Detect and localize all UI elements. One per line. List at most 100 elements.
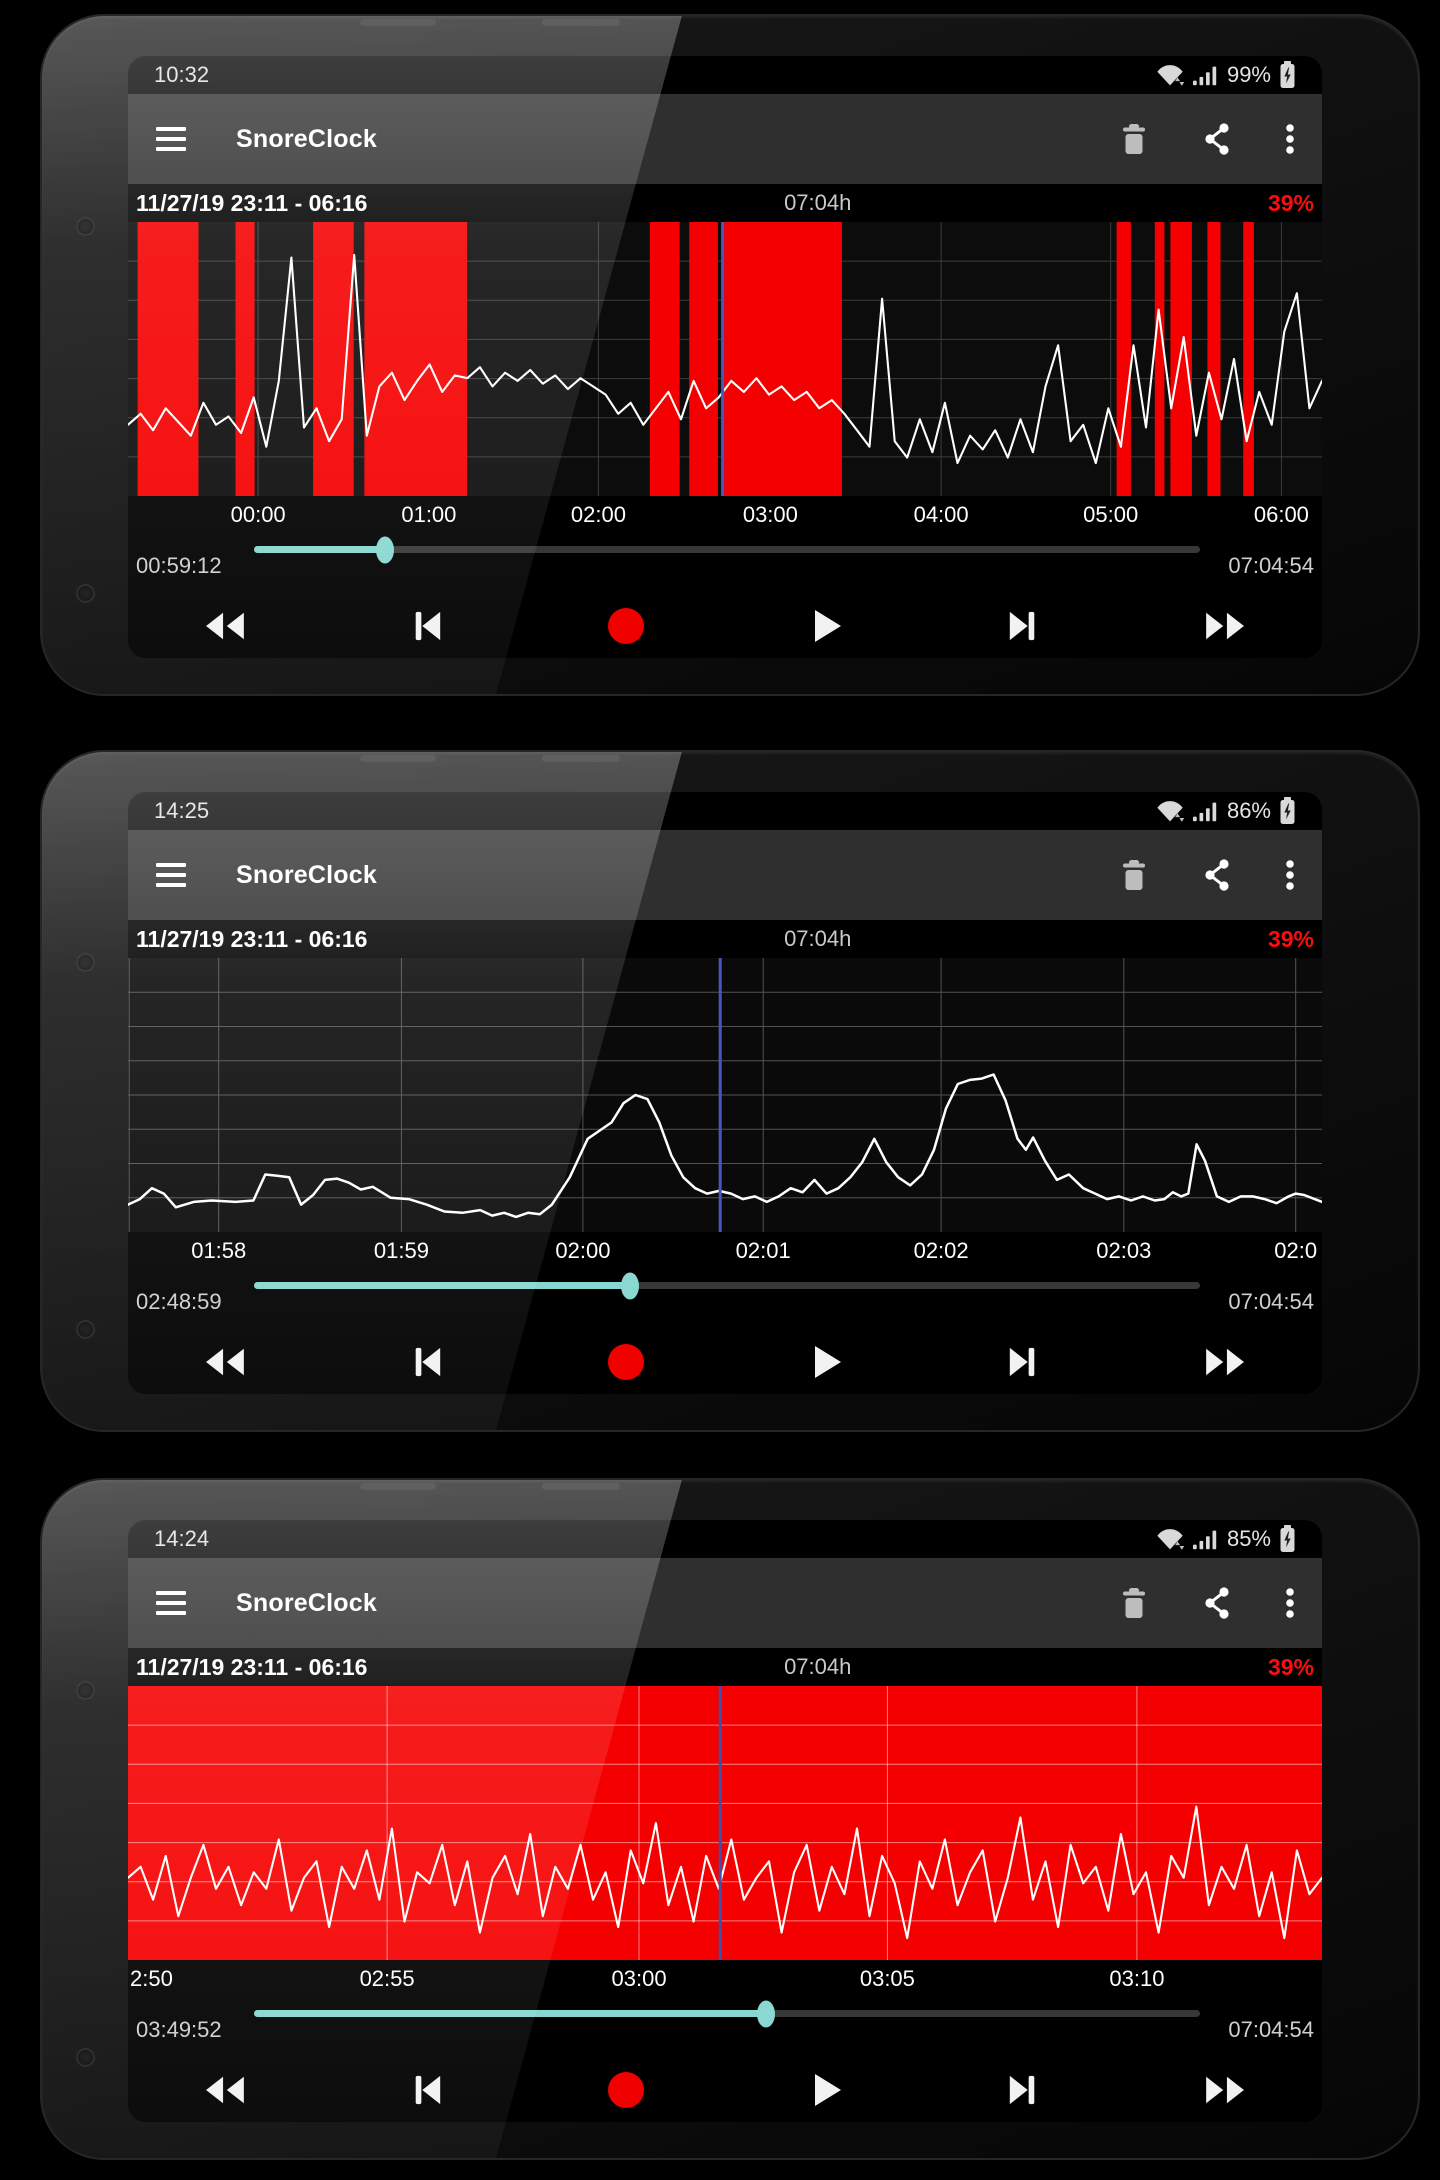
total-time: 07:04:54 [1228, 2017, 1314, 2042]
share-button[interactable] [1202, 858, 1232, 892]
fast-forward-button[interactable] [1202, 1345, 1250, 1379]
front-camera [78, 955, 93, 971]
battery-percent: 86% [1226, 798, 1271, 823]
rewind-button[interactable] [200, 609, 248, 643]
fast-forward-icon [1206, 1348, 1244, 1376]
session-range: 11/27/19 23:11 - 06:16 [136, 1653, 368, 1680]
status-time: 10:32 [154, 62, 210, 87]
overflow-menu-button[interactable] [1286, 859, 1294, 891]
play-icon [814, 610, 841, 642]
skip-next-button[interactable] [1007, 609, 1039, 643]
status-time: 14:25 [154, 798, 210, 823]
snore-chart[interactable] [128, 958, 1322, 1232]
skip-next-button[interactable] [1007, 2073, 1039, 2107]
chart-header: 11/27/19 23:11 - 06:16 07:04h 39% [128, 1648, 1322, 1686]
seek-slider[interactable] [254, 536, 1200, 563]
x-tick-label: 02:03 [1096, 1238, 1152, 1263]
fast-forward-button[interactable] [1202, 609, 1250, 643]
media-controls [128, 2058, 1322, 2122]
seek-fill [254, 546, 385, 553]
play-icon [814, 1346, 841, 1378]
status-bar: 10:32 99% [128, 56, 1322, 94]
menu-icon[interactable] [156, 1591, 186, 1615]
x-tick-label: 06:00 [1253, 502, 1309, 527]
x-axis-labels: 00:00 01:00 02:00 03:00 04:00 05:00 06:00 [128, 496, 1322, 534]
skip-previous-button[interactable] [411, 2073, 443, 2107]
seek-row: 03:49:52 07:04:54 [128, 1998, 1322, 2058]
share-button[interactable] [1202, 1586, 1232, 1620]
overflow-menu-button[interactable] [1286, 1587, 1294, 1619]
slider-thumb[interactable] [375, 536, 394, 563]
skip-previous-icon [415, 1347, 441, 1377]
x-tick-label: 02:01 [735, 1238, 791, 1263]
x-tick-label: 04:00 [913, 502, 969, 527]
phone-mockup: 14:24 85% SnoreClock 11/27/19 23:11 - 06… [40, 1478, 1420, 2160]
seek-row: 00:59:12 07:04:54 [128, 534, 1322, 594]
total-time: 07:04:54 [1228, 1289, 1314, 1314]
x-tick-label: 02:00 [570, 502, 626, 527]
skip-previous-icon [415, 611, 441, 641]
skip-next-icon [1009, 611, 1035, 641]
delete-button[interactable] [1120, 859, 1148, 891]
fast-forward-icon [1206, 2076, 1244, 2104]
overflow-menu-icon [1286, 1588, 1294, 1618]
skip-previous-button[interactable] [411, 1345, 443, 1379]
x-tick-label: 2:50 [130, 1966, 173, 1991]
fast-forward-button[interactable] [1202, 2073, 1250, 2107]
record-button[interactable] [606, 1342, 646, 1382]
app-title: SnoreClock [236, 124, 377, 153]
record-button[interactable] [606, 606, 646, 646]
status-bar: 14:25 86% [128, 792, 1322, 830]
overflow-menu-icon [1286, 124, 1294, 154]
skip-previous-button[interactable] [411, 609, 443, 643]
seek-slider[interactable] [254, 2000, 1200, 2027]
play-button[interactable] [810, 607, 844, 645]
skip-next-button[interactable] [1007, 1345, 1039, 1379]
session-range: 11/27/19 23:11 - 06:16 [136, 189, 368, 216]
phone-screen: 14:24 85% SnoreClock 11/27/19 23:11 - 06… [128, 1520, 1322, 2122]
share-icon [1205, 1587, 1229, 1619]
wifi-icon [1157, 801, 1185, 822]
front-camera [78, 219, 93, 235]
elapsed-time: 03:49:52 [136, 2017, 222, 2042]
volume-button [360, 1483, 436, 1490]
session-duration: 07:04h [784, 190, 852, 215]
snore-chart[interactable] [128, 222, 1322, 496]
play-button[interactable] [810, 1343, 844, 1381]
status-icons: 86% [1155, 797, 1296, 825]
battery-percent: 85% [1226, 1526, 1271, 1551]
share-button[interactable] [1202, 122, 1232, 156]
overflow-menu-button[interactable] [1286, 123, 1294, 155]
status-icons: 99% [1155, 61, 1296, 89]
play-button[interactable] [810, 2071, 844, 2109]
share-icon [1205, 859, 1229, 891]
slider-thumb[interactable] [756, 2000, 775, 2027]
elapsed-time: 02:48:59 [136, 1289, 222, 1314]
rewind-icon [206, 2076, 244, 2104]
slider-thumb[interactable] [620, 1272, 639, 1299]
phone-screen: 10:32 99% SnoreClock 11/27/19 23:11 - 06… [128, 56, 1322, 658]
seek-slider[interactable] [254, 1272, 1200, 1299]
rewind-button[interactable] [200, 1345, 248, 1379]
session-duration: 07:04h [784, 1654, 852, 1679]
delete-button[interactable] [1120, 1587, 1148, 1619]
record-icon [608, 608, 645, 644]
x-tick-label: 03:00 [742, 502, 798, 527]
battery-charging-icon [1280, 797, 1295, 824]
cellular-signal-icon [1192, 802, 1217, 822]
rewind-button[interactable] [200, 2073, 248, 2107]
power-button [542, 755, 620, 762]
menu-icon[interactable] [156, 127, 186, 151]
rewind-icon [206, 1348, 244, 1376]
delete-button[interactable] [1120, 123, 1148, 155]
x-tick-label: 02:02 [913, 1238, 969, 1263]
x-tick-label: 03:10 [1109, 1966, 1165, 1991]
speaker-dot [78, 585, 93, 601]
menu-icon[interactable] [156, 863, 186, 887]
play-icon [814, 2074, 841, 2106]
snore-percent: 39% [1267, 189, 1314, 216]
snore-chart[interactable] [128, 1686, 1322, 1960]
session-range: 11/27/19 23:11 - 06:16 [136, 925, 368, 952]
record-button[interactable] [606, 2070, 646, 2110]
cellular-signal-icon [1192, 66, 1217, 86]
